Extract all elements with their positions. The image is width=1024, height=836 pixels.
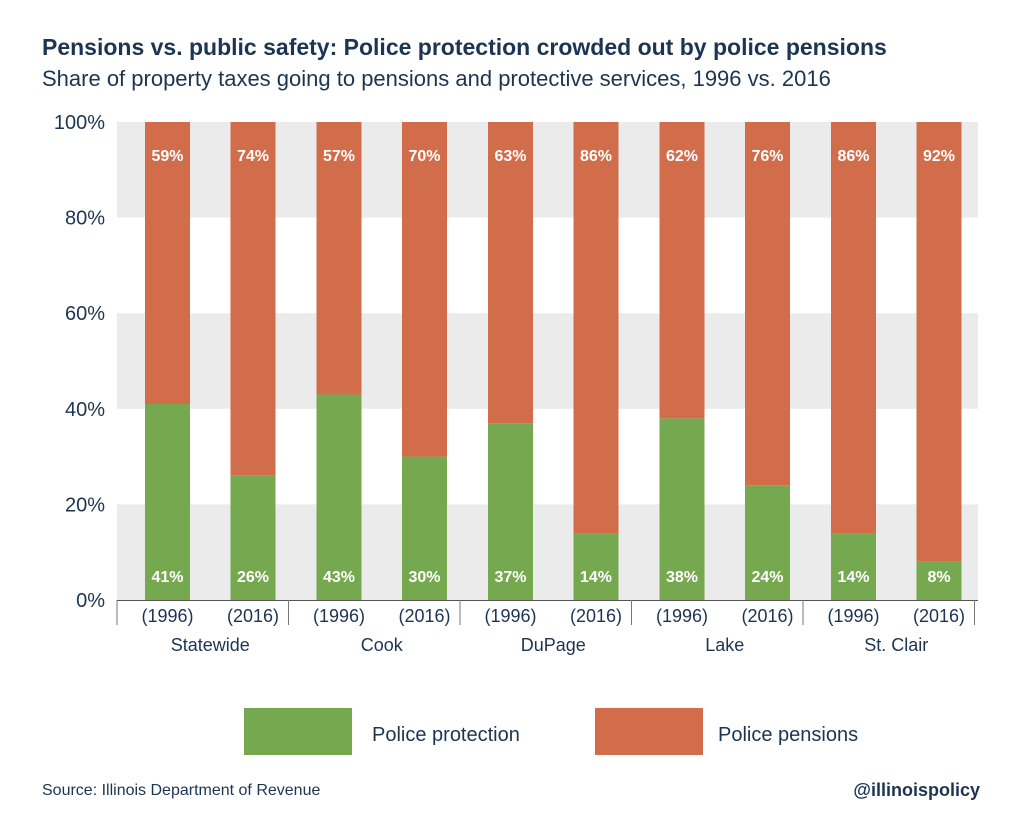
data-label-protection: 43% [323,569,355,586]
bar-protection [230,475,276,600]
x-group-label: St. Clair [864,635,928,655]
bar-protection [745,485,790,600]
y-tick-label: 60% [65,303,105,325]
source-note: Source: Illinois Department of Revenue [42,782,321,799]
y-tick-label: 80% [65,208,105,230]
data-label-protection: 26% [237,569,269,586]
data-label-protection: 38% [666,569,698,586]
bar-protection [573,533,619,600]
social-handle: @illinoispolicy [853,780,980,800]
data-label-pensions: 92% [923,148,955,165]
x-year-label: (1996) [484,606,536,626]
data-label-protection: 14% [837,569,869,586]
data-label-protection: 41% [151,569,183,586]
data-label-pensions: 62% [666,148,698,165]
data-label-pensions: 63% [494,148,526,165]
data-label-pensions: 59% [151,148,183,165]
x-year-label: (1996) [827,606,879,626]
x-year-label: (2016) [398,606,450,626]
stacked-bar-chart: 0% 20% 40% 60% 80% 100% 41% 59% (1996) 26% 74% (201… [54,112,978,655]
bar-protection [316,394,362,600]
data-label-protection: 8% [927,569,950,586]
y-tick-label: 20% [65,494,105,516]
data-label-pensions: 57% [323,148,355,165]
bar-pensions [402,122,447,457]
x-group-label: Statewide [171,635,250,655]
x-year-label: (2016) [741,606,793,626]
data-label-pensions: 76% [751,148,783,165]
data-label-protection: 30% [408,569,440,586]
bar-protection [916,561,962,600]
data-label-pensions: 86% [580,148,612,165]
bar-protection [145,404,190,600]
bar-pensions [745,122,790,486]
bar-pensions [573,122,619,534]
data-label-pensions: 74% [237,148,269,165]
data-label-pensions: 70% [408,148,440,165]
bar-protection [402,456,447,600]
bar-protection [831,533,876,600]
x-year-label: (1996) [656,606,708,626]
bar-pensions [659,122,705,419]
bar-pensions [916,122,962,562]
bar-pensions [831,122,876,534]
data-label-protection: 37% [494,569,526,586]
chart-subtitle: Share of property taxes going to pension… [42,66,831,91]
legend-label-protection: Police protection [372,724,520,746]
y-tick-label: 100% [54,112,105,134]
x-year-label: (2016) [570,606,622,626]
y-tick-label: 40% [65,399,105,421]
data-label-pensions: 86% [837,148,869,165]
bar-pensions [488,122,533,424]
legend-swatch-protection [244,708,352,755]
x-group-label: Cook [361,635,404,655]
bar-protection [488,423,533,600]
data-label-protection: 24% [751,569,783,586]
bar-protection [659,418,705,600]
bar-pensions [145,122,190,405]
x-group-label: DuPage [521,635,586,655]
chart-title: Pensions vs. public safety: Police prote… [42,34,887,60]
legend-swatch-pensions [595,708,703,755]
legend-label-pensions: Police pensions [718,724,859,746]
data-label-protection: 14% [580,569,612,586]
y-tick-label: 0% [76,590,105,612]
x-year-label: (2016) [227,606,279,626]
x-year-label: (2016) [913,606,965,626]
x-year-label: (1996) [141,606,193,626]
bar-pensions [230,122,276,476]
bar-pensions [316,122,362,395]
x-year-label: (1996) [313,606,365,626]
x-group-label: Lake [705,635,744,655]
